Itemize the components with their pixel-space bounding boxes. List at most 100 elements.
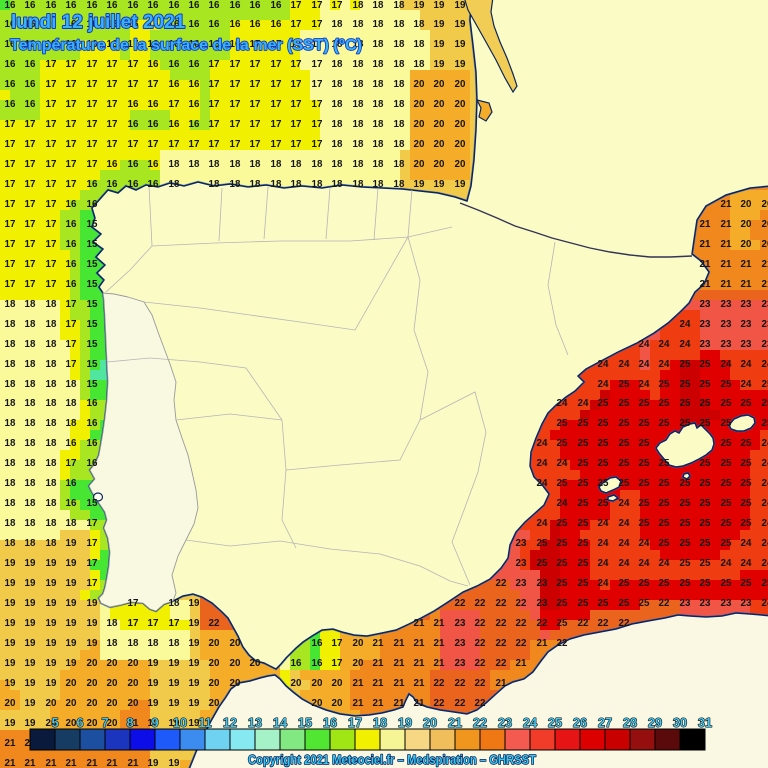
svg-text:17: 17 [312,99,323,110]
svg-text:16: 16 [107,0,118,11]
svg-text:16: 16 [87,458,98,469]
svg-text:17: 17 [107,119,118,130]
svg-text:25: 25 [578,558,589,569]
svg-text:21: 21 [721,219,732,230]
svg-text:21: 21 [700,219,711,230]
svg-text:17: 17 [250,139,261,150]
svg-text:22: 22 [496,618,507,629]
svg-text:28: 28 [623,715,637,730]
svg-text:23: 23 [700,299,711,310]
svg-text:18: 18 [414,39,425,50]
svg-text:18: 18 [373,715,387,730]
svg-text:17: 17 [312,119,323,130]
svg-text:19: 19 [434,59,445,70]
svg-text:16: 16 [25,39,36,50]
svg-text:19: 19 [5,718,16,729]
svg-text:18: 18 [209,179,220,190]
svg-text:18: 18 [5,458,16,469]
svg-text:20: 20 [209,698,220,709]
svg-text:25: 25 [557,538,568,549]
svg-text:18: 18 [373,79,384,90]
svg-text:19: 19 [148,678,159,689]
svg-text:13: 13 [248,715,262,730]
svg-text:16: 16 [46,39,57,50]
svg-text:18: 18 [353,59,364,70]
svg-text:17: 17 [271,119,282,130]
svg-text:17: 17 [66,359,77,370]
svg-text:19: 19 [66,578,77,589]
svg-text:16: 16 [87,0,98,11]
svg-text:18: 18 [230,179,241,190]
svg-text:20: 20 [455,159,466,170]
svg-text:24: 24 [598,578,609,589]
svg-text:16: 16 [250,19,261,30]
svg-text:17: 17 [5,139,16,150]
svg-text:6: 6 [76,715,83,730]
svg-text:22: 22 [455,598,466,609]
svg-text:16: 16 [5,0,16,11]
svg-text:16: 16 [189,59,200,70]
svg-text:21: 21 [414,618,425,629]
svg-text:25: 25 [548,715,562,730]
svg-text:16: 16 [128,19,139,30]
svg-text:20: 20 [455,119,466,130]
svg-text:16: 16 [66,478,77,489]
svg-text:24: 24 [721,558,732,569]
svg-text:20: 20 [230,678,241,689]
svg-text:18: 18 [332,179,343,190]
svg-text:18: 18 [46,379,57,390]
svg-text:25: 25 [680,498,691,509]
svg-text:17: 17 [66,339,77,350]
svg-text:24: 24 [741,379,752,390]
svg-text:19: 19 [189,638,200,649]
svg-text:18: 18 [46,538,57,549]
svg-text:17: 17 [5,219,16,230]
svg-text:19: 19 [5,578,16,589]
svg-text:20: 20 [434,79,445,90]
svg-text:21: 21 [25,758,36,768]
svg-text:16: 16 [87,438,98,449]
svg-text:25: 25 [700,418,711,429]
svg-text:23: 23 [455,618,466,629]
svg-text:25: 25 [659,458,670,469]
svg-text:17: 17 [169,139,180,150]
svg-text:17: 17 [107,99,118,110]
svg-text:17: 17 [128,59,139,70]
svg-text:21: 21 [107,758,118,768]
svg-text:23: 23 [537,578,548,589]
svg-text:18: 18 [25,299,36,310]
svg-text:25: 25 [721,398,732,409]
svg-text:16: 16 [87,179,98,190]
svg-text:20: 20 [741,219,752,230]
svg-text:18: 18 [25,458,36,469]
svg-text:18: 18 [107,618,118,629]
svg-text:18: 18 [169,598,180,609]
svg-text:16: 16 [66,239,77,250]
svg-text:17: 17 [271,79,282,90]
svg-text:23: 23 [721,598,732,609]
svg-text:17: 17 [87,159,98,170]
svg-text:20: 20 [312,678,323,689]
svg-text:19: 19 [25,678,36,689]
svg-text:18: 18 [353,0,364,11]
svg-text:18: 18 [373,59,384,70]
svg-text:18: 18 [230,159,241,170]
svg-text:25: 25 [680,359,691,370]
svg-text:18: 18 [373,159,384,170]
svg-text:16: 16 [46,19,57,30]
svg-text:24: 24 [537,438,548,449]
svg-text:21: 21 [700,239,711,250]
svg-text:19: 19 [414,179,425,190]
svg-text:29: 29 [648,715,662,730]
svg-text:25: 25 [700,398,711,409]
svg-text:17: 17 [230,79,241,90]
svg-text:25: 25 [557,438,568,449]
svg-text:25: 25 [557,618,568,629]
svg-text:21: 21 [537,638,548,649]
svg-text:17: 17 [25,279,36,290]
svg-text:19: 19 [46,638,57,649]
svg-text:17: 17 [312,139,323,150]
svg-text:18: 18 [394,159,405,170]
svg-text:17: 17 [332,658,343,669]
svg-text:9: 9 [151,715,158,730]
